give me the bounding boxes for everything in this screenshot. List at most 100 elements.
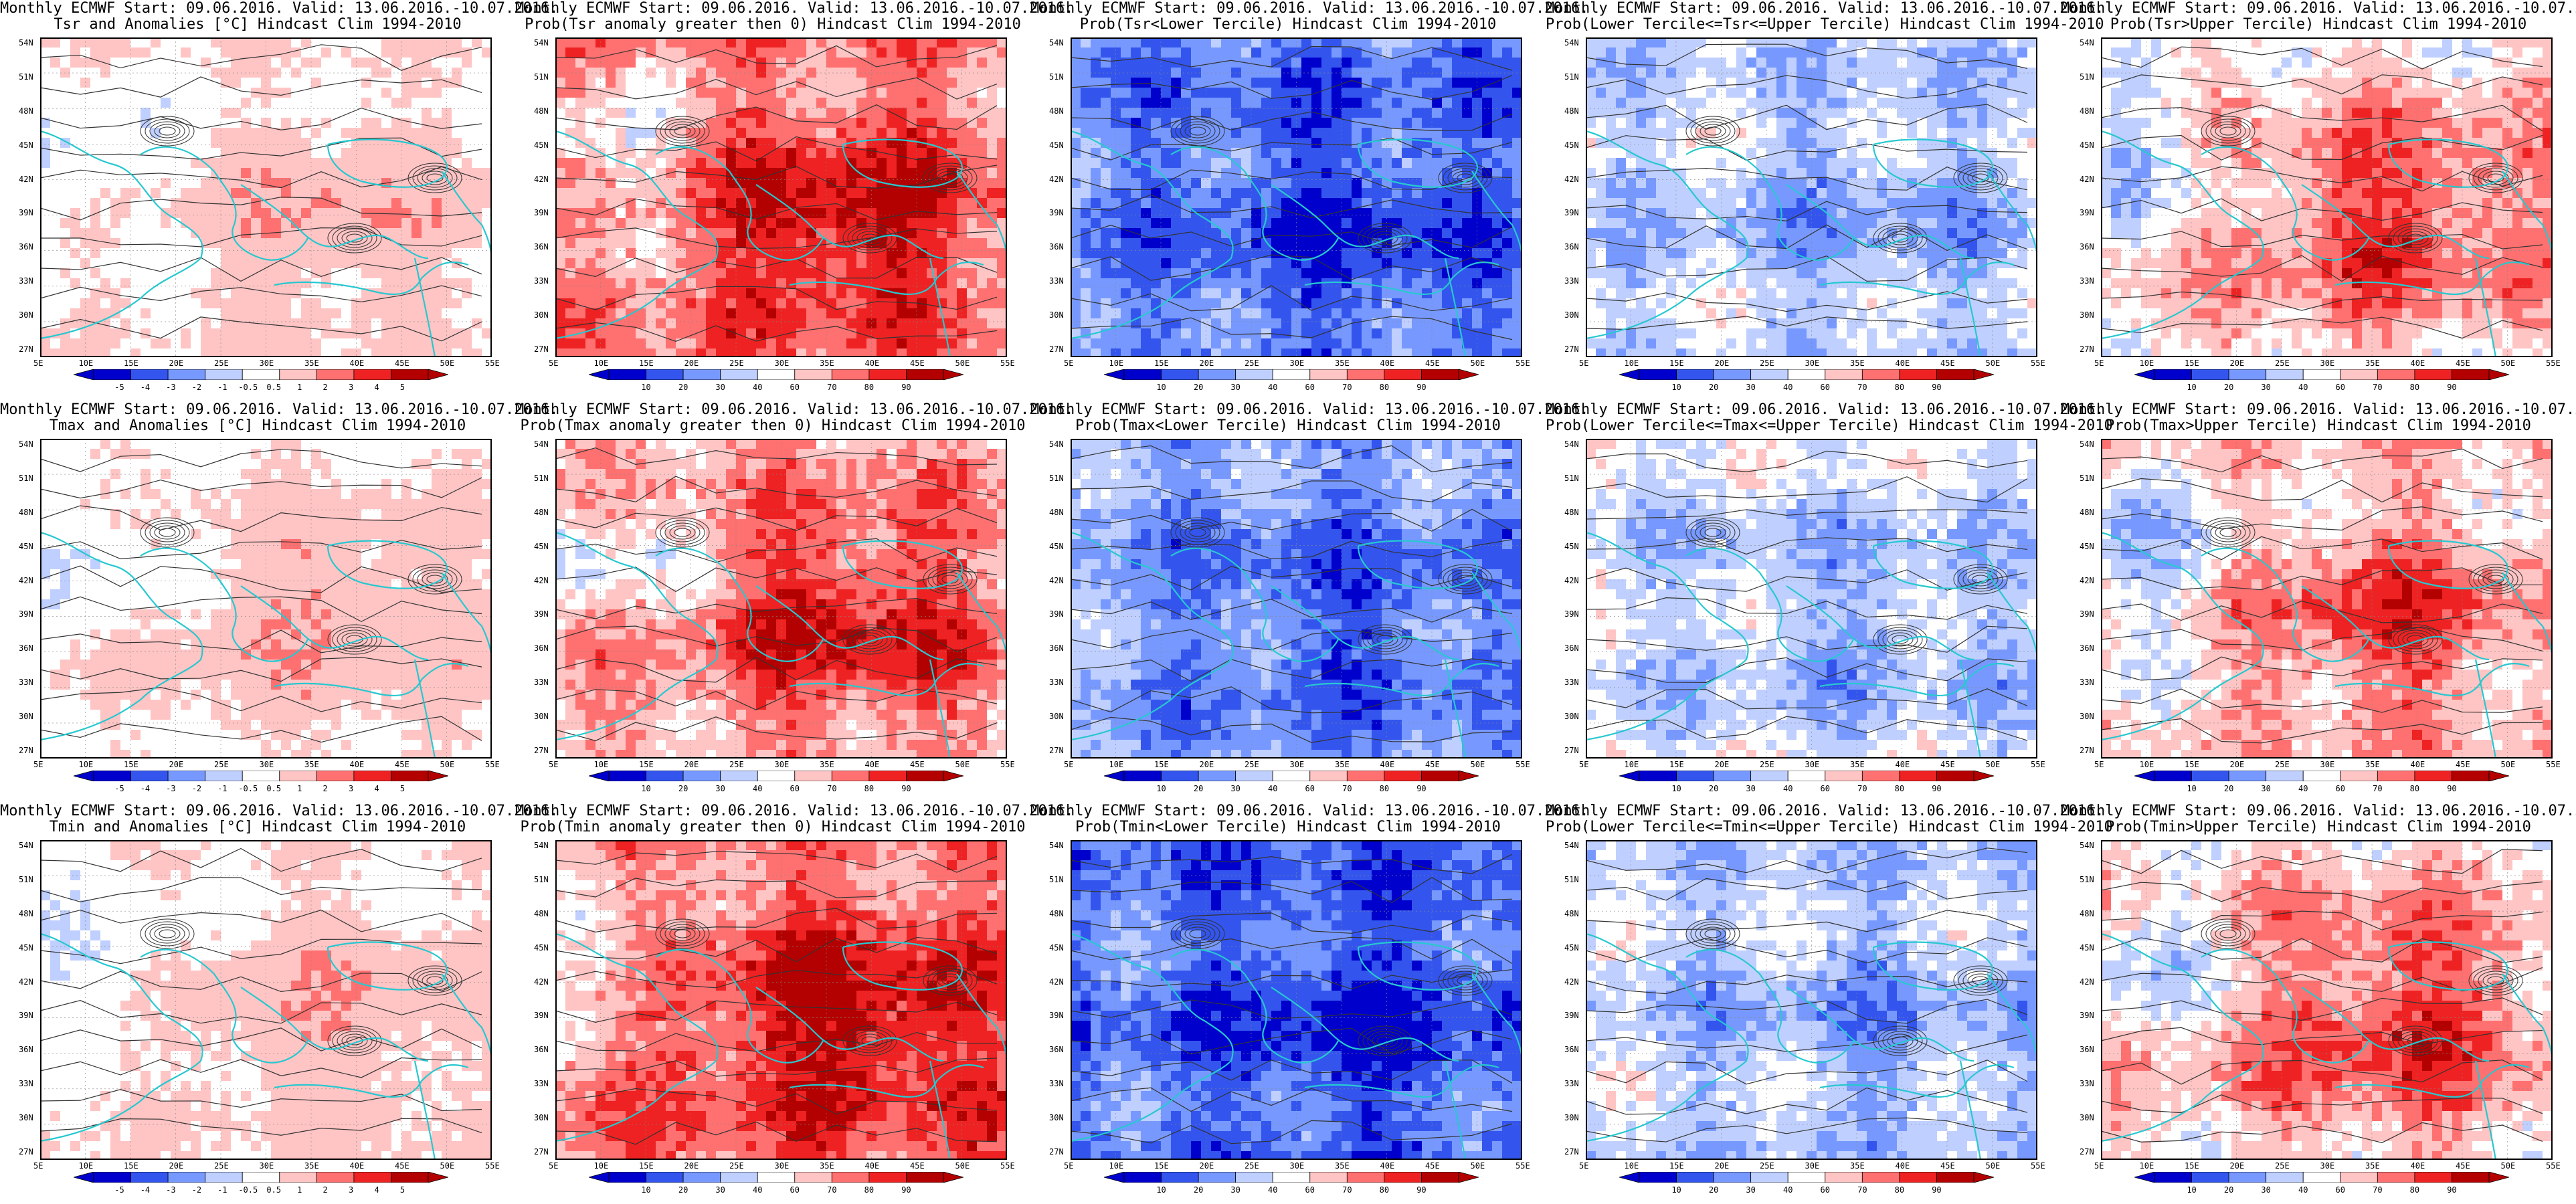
- latitude-label: 42N: [1564, 977, 1579, 987]
- longitude-label: 5E: [1064, 1161, 1073, 1171]
- latitude-label: 36N: [1049, 1045, 1064, 1054]
- longitude-label: 25E: [214, 1161, 229, 1171]
- colorbar-tick-label: 60: [1821, 383, 1830, 392]
- latitude-label: 36N: [534, 643, 549, 653]
- latitude-label: 39N: [1564, 208, 1579, 217]
- colorbar-tick-label: 2: [323, 784, 328, 793]
- probability-field-map: [40, 840, 492, 1160]
- colorbar-tick-label: 10: [1156, 784, 1166, 793]
- longitude-label: 55E: [2546, 359, 2561, 368]
- colorbar-tick-label: 1: [297, 784, 302, 793]
- colorbar-tick-label: -4: [141, 1185, 150, 1195]
- probability-field-map: [1586, 37, 2037, 357]
- latitude-label: 54N: [1049, 38, 1064, 47]
- latitude-label: 42N: [19, 175, 33, 184]
- latitude-label: 45N: [2080, 140, 2094, 150]
- forecast-panel: Monthly ECMWF Start: 09.06.2016. Valid: …: [1030, 803, 1588, 1204]
- latitude-label: 54N: [1564, 841, 1579, 850]
- latitude-label: 33N: [1049, 276, 1064, 286]
- longitude-label: 20E: [2230, 760, 2245, 769]
- panel-title-line-2: Prob(Lower Tercile<=Tmin<=Upper Tercile)…: [1546, 819, 2113, 836]
- latitude-label: 51N: [534, 474, 549, 483]
- colorbar-tick-label: -1: [217, 1185, 227, 1195]
- colorbar-tick-label: -0.5: [238, 383, 258, 392]
- colorbar-tick-label: 30: [1230, 1185, 1240, 1195]
- colorbar-tick-label: 60: [790, 1185, 800, 1195]
- colorbar-tick-label: 2: [323, 1185, 328, 1195]
- longitude-label: 30E: [1805, 1161, 1820, 1171]
- colorbar-tick-label: 30: [1746, 784, 1755, 793]
- colorbar-tick-label: 20: [2224, 784, 2233, 793]
- latitude-label: 48N: [534, 508, 549, 517]
- longitude-label: 10E: [1109, 359, 1124, 368]
- longitude-label: 20E: [2230, 1161, 2245, 1171]
- colorbar-tick-label: 10: [641, 383, 650, 392]
- latitude-label: 39N: [1049, 1011, 1064, 1020]
- colorbar-tick-label: 40: [1783, 383, 1792, 392]
- colorbar-tick-label: 70: [2373, 784, 2382, 793]
- latitude-label: 45N: [534, 542, 549, 551]
- colorbar-tick-label: 80: [864, 383, 874, 392]
- longitude-label: 20E: [684, 1161, 699, 1171]
- probability-field-map: [2101, 37, 2553, 357]
- latitude-label: 39N: [2080, 1011, 2094, 1020]
- longitude-label: 40E: [1896, 1161, 1910, 1171]
- longitude-label: 30E: [1290, 760, 1305, 769]
- panel-title-line-2: Prob(Tmax<Lower Tercile) Hindcast Clim 1…: [1030, 417, 1546, 435]
- colorbar-tick-label: 30: [1230, 383, 1240, 392]
- longitude-label: 15E: [1154, 359, 1169, 368]
- colorbar-tick-label: 80: [1380, 1185, 1389, 1195]
- longitude-label: 25E: [2275, 760, 2290, 769]
- latitude-label: 48N: [2080, 508, 2094, 517]
- longitude-label: 45E: [910, 760, 925, 769]
- longitude-label: 45E: [1940, 359, 1955, 368]
- forecast-panel: Monthly ECMWF Start: 09.06.2016. Valid: …: [515, 0, 1073, 401]
- forecast-panel: Monthly ECMWF Start: 09.06.2016. Valid: …: [0, 401, 558, 803]
- longitude-label: 45E: [1425, 760, 1440, 769]
- longitude-label: 50E: [1471, 1161, 1485, 1171]
- latitude-label: 36N: [1564, 242, 1579, 252]
- longitude-label: 35E: [304, 1161, 319, 1171]
- panel-title-line-2: Prob(Tmin>Upper Tercile) Hindcast Clim 1…: [2061, 819, 2576, 836]
- colorbar-tick-label: 40: [1783, 784, 1792, 793]
- latitude-label: 45N: [1049, 140, 1064, 150]
- longitude-label: 10E: [1109, 1161, 1124, 1171]
- colorbar-tick-label: 80: [1895, 1185, 1904, 1195]
- longitude-label: 55E: [1000, 760, 1015, 769]
- latitude-label: 54N: [1049, 841, 1064, 850]
- latitude-label: 42N: [1049, 175, 1064, 184]
- latitude-label: 42N: [1049, 977, 1064, 987]
- forecast-panel: Monthly ECMWF Start: 09.06.2016. Valid: …: [0, 0, 558, 401]
- longitude-label: 30E: [2320, 1161, 2335, 1171]
- colorbar: [74, 369, 448, 380]
- longitude-label: 50E: [955, 359, 970, 368]
- colorbar-tick-label: 80: [1895, 383, 1904, 392]
- colorbar-tick-label: 40: [2298, 1185, 2308, 1195]
- latitude-label: 36N: [19, 1045, 33, 1054]
- colorbar-tick-label: -4: [141, 784, 150, 793]
- longitude-label: 45E: [2456, 1161, 2470, 1171]
- longitude-label: 15E: [639, 359, 654, 368]
- colorbar-tick-label: 5: [400, 784, 405, 793]
- colorbar-tick-label: 40: [2298, 784, 2308, 793]
- colorbar-tick-label: 90: [2447, 1185, 2456, 1195]
- panel-title-line-2: Tsr and Anomalies [°C] Hindcast Clim 199…: [0, 16, 515, 33]
- latitude-label: 30N: [1564, 310, 1579, 320]
- colorbar-tick-label: 70: [1342, 383, 1352, 392]
- colorbar-tick-label: 10: [2187, 383, 2196, 392]
- latitude-label: 42N: [2080, 576, 2094, 585]
- colorbar: [589, 771, 963, 781]
- colorbar: [1104, 369, 1479, 380]
- longitude-label: 40E: [1896, 359, 1910, 368]
- longitude-label: 5E: [2094, 1161, 2104, 1171]
- latitude-label: 54N: [2080, 38, 2094, 47]
- longitude-label: 45E: [395, 359, 409, 368]
- panel-title-line-2: Tmin and Anomalies [°C] Hindcast Clim 19…: [0, 819, 515, 836]
- latitude-label: 51N: [1564, 875, 1579, 884]
- colorbar-tick-label: -5: [114, 383, 124, 392]
- colorbar-tick-label: 0.5: [266, 1185, 281, 1195]
- longitude-label: 55E: [2031, 760, 2045, 769]
- longitude-label: 35E: [820, 359, 834, 368]
- longitude-label: 25E: [1760, 760, 1774, 769]
- longitude-label: 10E: [1109, 760, 1124, 769]
